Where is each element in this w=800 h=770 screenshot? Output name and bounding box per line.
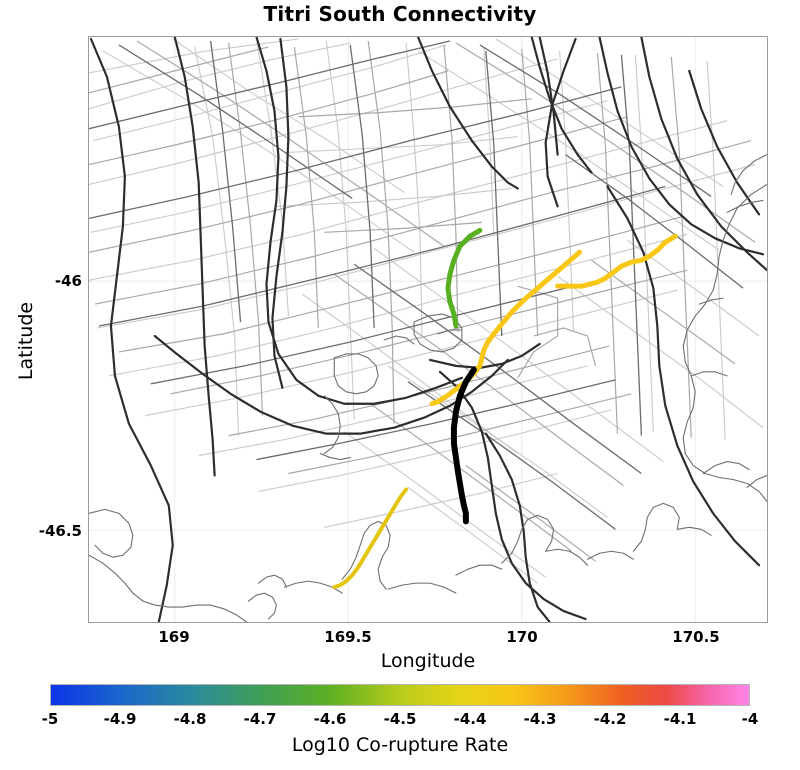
colorbar[interactable] [50,684,750,706]
ctick-4-0: -4 [741,710,759,728]
ctick-4-3: -4.3 [523,710,557,728]
xtick-170-5: 170.5 [672,628,720,646]
x-axis-label: Longitude [380,650,476,672]
xtick-169: 169 [158,628,190,646]
ctick-4-4: -4.4 [453,710,487,728]
amber-trace-north[interactable] [429,249,583,407]
y-axis-label: Latitude [15,301,37,381]
fault-network-map [89,37,767,622]
map-plot-area[interactable] [88,36,768,623]
ctick-4-8: -4.8 [173,710,207,728]
xtick-169-5: 169.5 [324,628,372,646]
colorbar-gradient [50,684,750,706]
amber-trace-east[interactable] [555,233,678,289]
colorbar-label: Log10 Co-rupture Rate [291,734,509,756]
ctick-4-2: -4.2 [593,710,627,728]
green-trace[interactable] [445,227,483,329]
ctick-4-9: -4.9 [103,710,137,728]
olive-trace-south[interactable] [332,487,409,590]
ytick-46: -46 [54,272,82,290]
ytick-46-5: -46.5 [38,522,82,540]
black-trace[interactable] [450,366,477,525]
ctick-4-7: -4.7 [243,710,277,728]
ctick-4-5: -4.5 [383,710,417,728]
ctick-5-0: -5 [41,710,59,728]
y-tick-labels: -46 -46.5 [0,0,82,770]
fault-network-mid [89,40,756,562]
page-title: Titri South Connectivity [263,2,537,26]
highlighted-segments[interactable] [332,227,678,590]
fault-network-dark [89,40,744,530]
grid-lines [89,37,767,622]
major-fault-traces [89,37,767,622]
ctick-4-1: -4.1 [663,710,697,728]
ctick-4-6: -4.6 [313,710,347,728]
xtick-170: 170 [506,628,538,646]
coastline [89,154,767,622]
